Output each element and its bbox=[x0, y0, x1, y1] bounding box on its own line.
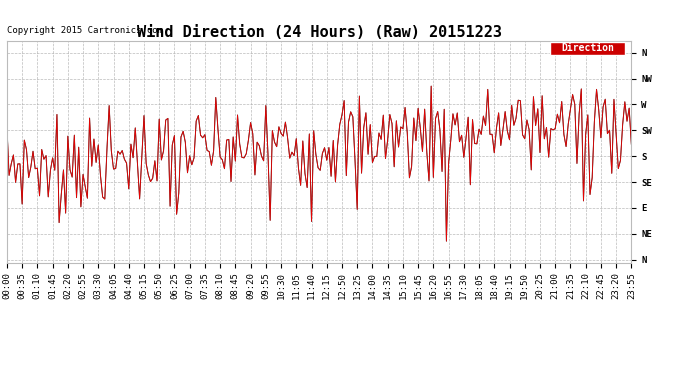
Text: Direction: Direction bbox=[561, 44, 614, 53]
Title: Wind Direction (24 Hours) (Raw) 20151223: Wind Direction (24 Hours) (Raw) 20151223 bbox=[137, 25, 502, 40]
FancyBboxPatch shape bbox=[550, 42, 625, 54]
Text: Copyright 2015 Cartronics.com: Copyright 2015 Cartronics.com bbox=[7, 26, 163, 35]
